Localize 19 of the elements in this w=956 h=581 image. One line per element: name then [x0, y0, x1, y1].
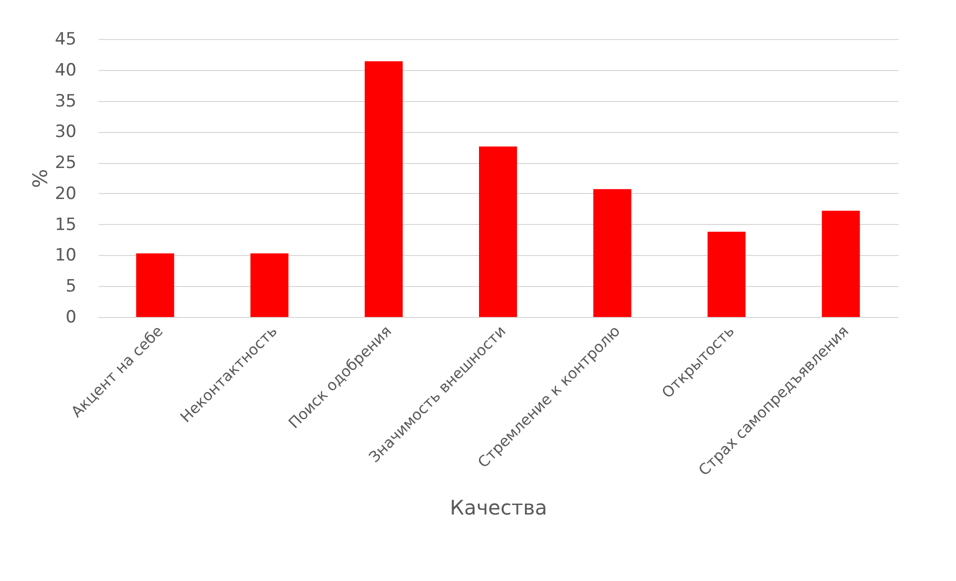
y-tick-label: 20	[54, 184, 76, 204]
y-tick-label: 35	[54, 91, 76, 112]
bar	[822, 210, 860, 317]
y-tick-label: 25	[54, 153, 76, 174]
y-tick-label: 40	[54, 60, 76, 80]
bar	[250, 253, 288, 317]
bar	[364, 61, 403, 317]
bar	[593, 189, 632, 317]
y-tick-label: 30	[54, 122, 76, 142]
bar	[708, 232, 746, 317]
y-tick-label: 15	[54, 214, 76, 235]
y-tick-label: 10	[54, 246, 76, 266]
x-axis-title: Качества	[450, 496, 548, 520]
bar	[136, 253, 174, 317]
y-tick-label: 45	[54, 30, 76, 50]
y-axis-title: %	[28, 168, 52, 188]
y-tick-label: 0	[66, 308, 76, 328]
y-tick-label: 5	[66, 276, 76, 297]
bar	[479, 146, 517, 317]
